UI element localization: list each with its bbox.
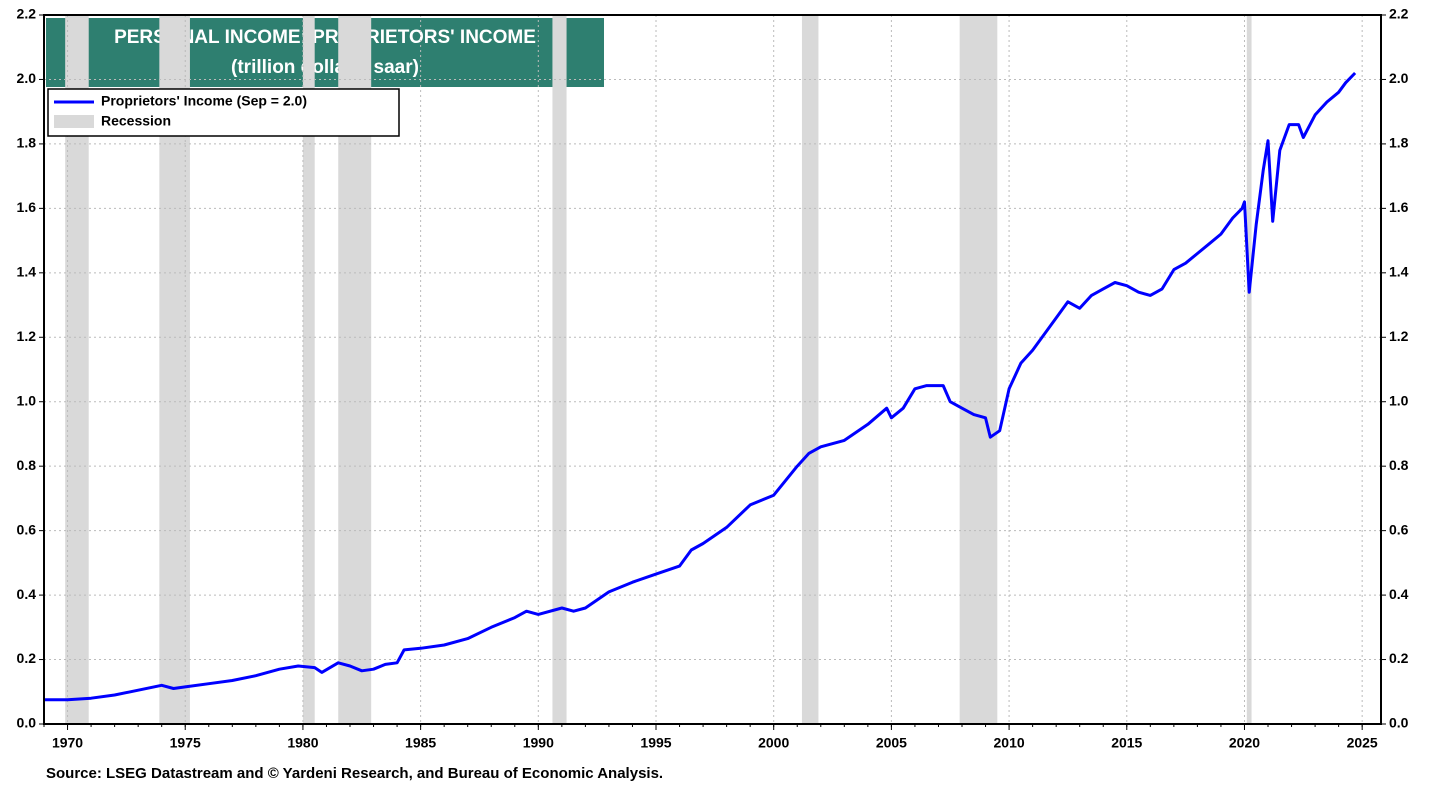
x-tick-label: 1985 [405,735,436,751]
y-tick-label: 1.4 [17,264,37,280]
legend-label: Recession [101,113,171,129]
chart-subtitle: (trillion dollars, saar) [231,57,419,78]
legend-swatch [54,115,94,128]
source-note: Source: LSEG Datastream and © Yardeni Re… [46,765,663,782]
x-tick-label: 1970 [52,735,83,751]
y2-tick-label: 1.4 [1389,264,1409,280]
title-box [46,18,604,87]
x-tick-label: 2005 [876,735,907,751]
x-tick-label: 1995 [640,735,671,751]
y-tick-label: 1.8 [17,135,37,151]
y2-tick-label: 1.6 [1389,199,1409,215]
y2-tick-label: 2.0 [1389,70,1409,86]
x-tick-label: 2025 [1347,735,1378,751]
legend-box [47,88,400,137]
recession-band [302,15,315,724]
recession-band [65,15,89,724]
plot-frame [43,14,1382,725]
x-tick-label: 2000 [758,735,789,751]
x-tick-label: 1980 [287,735,318,751]
x-tick-label: 1990 [523,735,554,751]
y2-tick-label: 2.2 [1389,6,1409,22]
series-line [44,71,1357,702]
x-tick-label: 2020 [1229,735,1260,751]
y2-tick-label: 1.8 [1389,135,1409,151]
x-tick-label: 2010 [994,735,1025,751]
y-tick-label: 1.6 [17,199,37,215]
y-tick-label: 0.2 [17,650,37,666]
y2-tick-label: 1.0 [1389,392,1409,408]
y2-tick-label: 0.2 [1389,650,1409,666]
y2-tick-label: 0.6 [1389,521,1409,537]
chart-title: PERSONAL INCOME: PROPRIETORS' INCOME [114,27,536,48]
y-tick-label: 2.2 [17,6,37,22]
y2-tick-label: 0.8 [1389,457,1409,473]
y-tick-label: 0.6 [17,521,37,537]
y-tick-label: 0.0 [17,715,37,731]
legend-label: Proprietors' Income (Sep = 2.0) [101,93,307,109]
y-tick-label: 1.0 [17,392,37,408]
y2-tick-label: 0.4 [1389,586,1409,602]
recession-band [801,15,819,724]
x-tick-label: 1975 [170,735,201,751]
recession-band [552,15,567,724]
y-tick-label: 0.8 [17,457,37,473]
recession-band [959,15,998,724]
y2-tick-label: 0.0 [1389,715,1409,731]
y2-tick-label: 1.2 [1389,328,1409,344]
recession-band [1246,15,1252,724]
y-tick-label: 1.2 [17,328,37,344]
x-tick-label: 2015 [1111,735,1142,751]
y-tick-label: 0.4 [17,586,37,602]
y-tick-label: 2.0 [17,70,37,86]
